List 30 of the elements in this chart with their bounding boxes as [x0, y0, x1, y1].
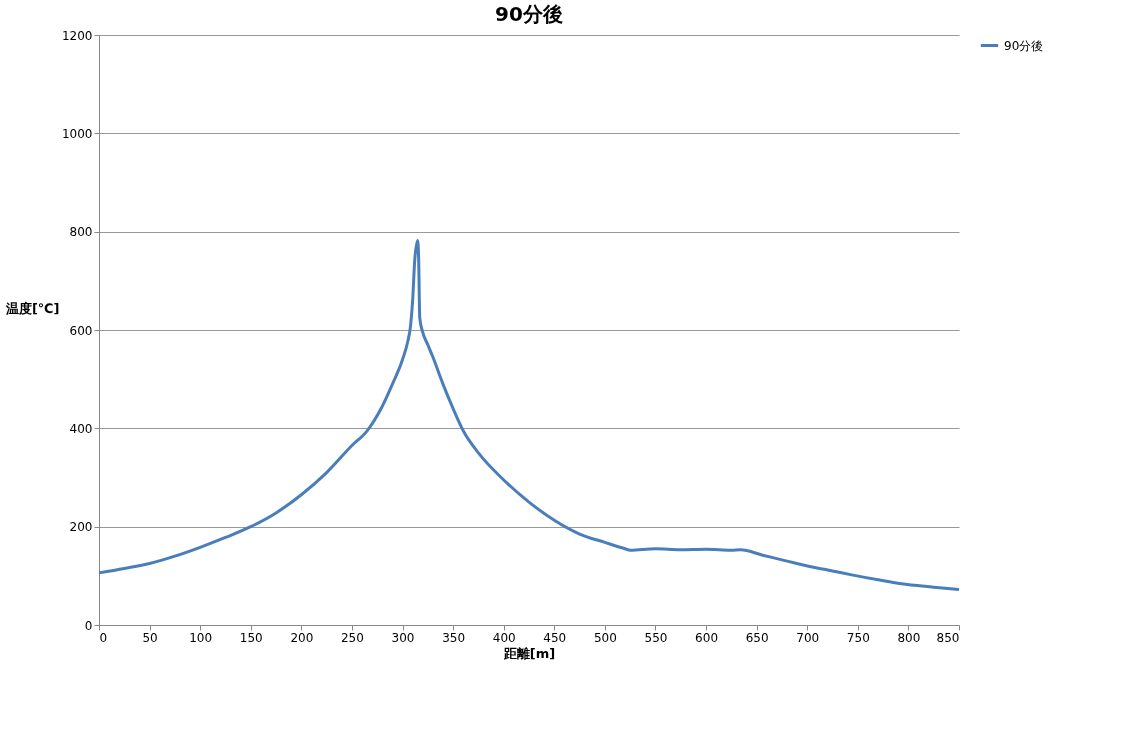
- line-series: [97, 239, 961, 592]
- x-tick-label: 650: [745, 630, 769, 645]
- x-tick-label: 0: [99, 630, 108, 645]
- y-tick-label: 600: [69, 323, 93, 338]
- x-tick-label: 550: [644, 630, 668, 645]
- x-tick-label: 350: [442, 630, 466, 645]
- x-tick-label: 300: [391, 630, 415, 645]
- x-tick-label: 250: [340, 630, 364, 645]
- x-tick-label: 200: [290, 630, 314, 645]
- x-tick-label: 400: [492, 630, 516, 645]
- y-tick-label: 800: [69, 225, 93, 240]
- y-tick-label: 1000: [61, 126, 93, 141]
- x-tick-label: 600: [695, 630, 719, 645]
- y-tick-label: 0: [84, 618, 93, 633]
- x-tick-label: 450: [543, 630, 567, 645]
- x-tick-label: 100: [189, 630, 213, 645]
- legend-label: 90分後: [1004, 38, 1044, 53]
- chart-title: 90分後: [495, 2, 563, 26]
- x-tick-label: 750: [846, 630, 870, 645]
- y-tick-label: 1200: [61, 28, 93, 43]
- x-tick-label: 850: [936, 630, 960, 645]
- x-tick-label: 50: [142, 630, 158, 645]
- y-tick-label: 200: [69, 520, 93, 535]
- x-tick-label: 700: [796, 630, 820, 645]
- x-tick-label: 500: [593, 630, 617, 645]
- x-axis-title: 距離[m]: [502, 645, 556, 661]
- x-tick-label: 800: [897, 630, 921, 645]
- x-tick-label: 150: [239, 630, 263, 645]
- y-axis-title: 温度[℃]: [4, 300, 60, 316]
- y-tick-label: 400: [69, 421, 93, 436]
